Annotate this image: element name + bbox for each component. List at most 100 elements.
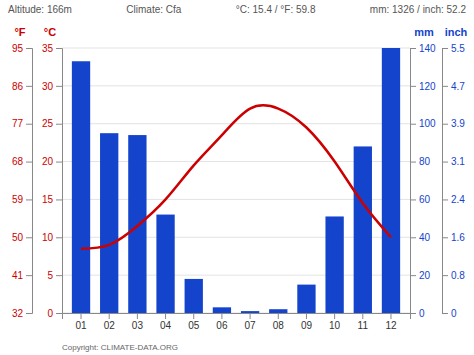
- fahrenheit-tick-label: 50: [12, 232, 24, 243]
- mm-tick-mark: [410, 48, 416, 49]
- inch-tick-mark: [442, 237, 448, 238]
- x-axis: 010203040506070809101112: [63, 313, 411, 331]
- celsius-tick-mark: [56, 48, 62, 49]
- x-tick-mark: [390, 313, 391, 319]
- header-text: Altitude: 166m: [8, 4, 72, 15]
- x-tick: 12: [385, 313, 397, 331]
- grid-line: [62, 123, 410, 124]
- grid-line: [62, 85, 410, 86]
- inch-tick-label: 4.7: [451, 81, 465, 92]
- celsius-tick-mark: [56, 313, 62, 314]
- fahrenheit-tick-label: 32: [12, 308, 24, 319]
- x-tick-label: 01: [75, 320, 87, 331]
- x-tick-mark: [221, 313, 222, 319]
- celsius-tick: 35: [42, 43, 62, 54]
- celsius-tick: 20: [42, 156, 62, 167]
- celsius-tick: 5: [47, 270, 62, 281]
- inch-tick-mark: [442, 124, 448, 125]
- inch-tick-label: 0: [451, 308, 457, 319]
- fahrenheit-axis-line: [26, 49, 33, 314]
- mm-axis-line: [411, 49, 417, 314]
- inch-tick-label: 3.1: [451, 156, 465, 167]
- x-tick-label: 04: [160, 320, 172, 331]
- fahrenheit-tick-mark: [26, 48, 32, 49]
- celsius-tick: 15: [42, 194, 62, 205]
- mm-tick-mark: [410, 237, 416, 238]
- inch-tick: 1.6: [442, 232, 465, 243]
- axis-title: mm: [414, 26, 434, 38]
- celsius-tick-mark: [56, 199, 62, 200]
- mm-tick-label: 80: [419, 156, 431, 167]
- celsius-tick-label: 5: [47, 270, 53, 281]
- inch-axis-line: [443, 49, 449, 314]
- mm-tick-mark: [410, 199, 416, 200]
- inch-tick: 0.8: [442, 270, 465, 281]
- x-tick-label: 05: [188, 320, 200, 331]
- mm-tick: 0: [410, 308, 425, 319]
- fahrenheit-tick: 41: [12, 270, 32, 281]
- mm-tick: 80: [410, 156, 431, 167]
- celsius-tick-mark: [56, 275, 62, 276]
- inch-tick: 3.1: [442, 156, 465, 167]
- bar: [325, 216, 343, 313]
- fahrenheit-tick: 59: [12, 194, 32, 205]
- x-tick-mark: [165, 313, 166, 319]
- bar: [213, 307, 231, 313]
- bar-series: [72, 48, 400, 313]
- inch-axis: 00.81.62.43.13.94.75.5: [442, 43, 465, 319]
- inch-tick-label: 1.6: [451, 232, 465, 243]
- x-tick-mark: [109, 313, 110, 319]
- fahrenheit-tick-label: 68: [12, 156, 24, 167]
- bar: [128, 135, 146, 313]
- bar: [185, 279, 203, 313]
- x-tick: 04: [160, 313, 172, 331]
- x-tick-mark: [81, 313, 82, 319]
- x-tick-label: 08: [273, 320, 285, 331]
- celsius-tick-mark: [56, 86, 62, 87]
- x-tick-label: 02: [104, 320, 116, 331]
- inch-tick: 0: [442, 308, 457, 319]
- header-text: Climate: Cfa: [126, 4, 181, 15]
- mm-tick-mark: [410, 275, 416, 276]
- x-tick: 01: [75, 313, 87, 331]
- x-tick-label: 11: [358, 320, 369, 331]
- x-tick: 10: [329, 313, 341, 331]
- plot: 0510152025303532415059687786950204060801…: [12, 43, 465, 331]
- fahrenheit-tick-mark: [26, 162, 32, 163]
- x-tick-mark: [250, 313, 251, 319]
- celsius-tick-label: 10: [42, 232, 54, 243]
- chart: 0510152025303532415059687786950204060801…: [0, 0, 474, 355]
- x-tick: 07: [245, 313, 257, 331]
- mm-tick: 20: [410, 270, 431, 281]
- x-tick: 09: [301, 313, 313, 331]
- fahrenheit-tick-label: 41: [12, 270, 24, 281]
- fahrenheit-tick: 77: [12, 118, 32, 129]
- fahrenheit-tick-label: 95: [12, 43, 24, 54]
- bar: [269, 309, 287, 313]
- mm-tick: 40: [410, 232, 431, 243]
- celsius-tick: 0: [47, 308, 62, 319]
- mm-tick-mark: [410, 86, 416, 87]
- x-axis-line: [63, 314, 411, 320]
- inch-tick-label: 0.8: [451, 270, 465, 281]
- mm-tick-label: 20: [419, 270, 431, 281]
- fahrenheit-tick-mark: [26, 199, 32, 200]
- mm-tick-label: 60: [419, 194, 431, 205]
- x-tick-label: 12: [385, 320, 397, 331]
- mm-tick-label: 100: [419, 118, 436, 129]
- x-tick-mark: [334, 313, 335, 319]
- grid-line: [62, 48, 410, 49]
- inch-tick-label: 2.4: [451, 194, 465, 205]
- x-tick-mark: [193, 313, 194, 319]
- celsius-tick-label: 0: [47, 308, 53, 319]
- bar: [72, 61, 90, 313]
- bar: [100, 133, 118, 313]
- inch-tick: 4.7: [442, 81, 465, 92]
- temperature-line: [81, 105, 391, 248]
- x-tick-mark: [306, 313, 307, 319]
- x-tick: 06: [216, 313, 228, 331]
- x-tick-mark: [278, 313, 279, 319]
- x-tick-label: 09: [301, 320, 313, 331]
- celsius-tick-label: 20: [42, 156, 54, 167]
- celsius-axis: 05101520253035: [42, 43, 63, 319]
